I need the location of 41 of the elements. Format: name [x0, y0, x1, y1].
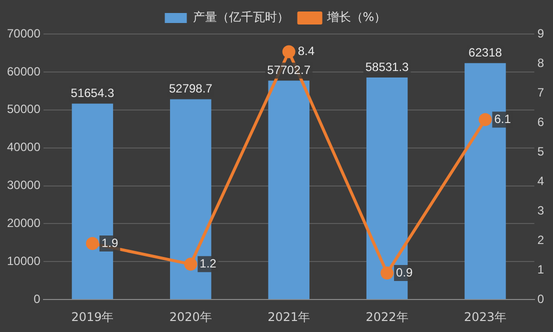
x-tick-label: 2023年 — [464, 310, 507, 324]
y2-tick-label: 8 — [537, 56, 544, 70]
point — [380, 266, 394, 280]
y2-tick-label: 9 — [537, 26, 544, 40]
x-tick-label: 2021年 — [268, 310, 310, 324]
x-tick-label: 2022年 — [366, 310, 408, 324]
legend-label: 增长（%） — [326, 10, 386, 24]
data-label: 8.4 — [298, 44, 315, 58]
data-label: 1.9 — [101, 236, 118, 250]
data-label: 62318 — [468, 45, 502, 60]
point — [86, 237, 99, 250]
y2-tick-label: 6 — [537, 114, 544, 129]
bar — [268, 80, 310, 300]
y2-tick-label: 2 — [537, 232, 544, 247]
y-tick-label: 50000 — [6, 102, 41, 116]
x-tick-label: 2020年 — [169, 310, 212, 324]
data-label: 1.2 — [200, 256, 217, 270]
y-tick-label: 10000 — [6, 254, 41, 268]
data-label: 58531.3 — [365, 60, 410, 74]
point — [184, 258, 198, 271]
data-label: 0.9 — [396, 265, 414, 280]
x-tick-label: 2019年 — [71, 310, 114, 324]
y-tick-label: 0 — [34, 292, 41, 306]
legend-label: 产量（亿千瓦时） — [192, 10, 289, 24]
point — [282, 45, 296, 58]
y2-tick-label: 0 — [537, 292, 544, 306]
data-label: 6.1 — [494, 112, 512, 126]
data-label: 52798.7 — [168, 82, 213, 96]
data-label: 51654.3 — [70, 86, 114, 100]
y2-tick-label: 1 — [537, 262, 544, 276]
y-tick-label: 40000 — [6, 140, 41, 154]
y2-tick-label: 5 — [537, 144, 544, 158]
y2-tick-label: 4 — [537, 174, 544, 188]
y-tick-label: 20000 — [6, 216, 41, 230]
y2-tick-label: 3 — [537, 203, 544, 218]
y-tick-label: 70000 — [6, 26, 41, 40]
point — [478, 113, 492, 126]
y-tick-label: 60000 — [6, 64, 41, 78]
y2-tick-label: 7 — [537, 85, 544, 100]
data-label: 57702.7 — [267, 62, 311, 77]
y-tick-label: 30000 — [6, 178, 41, 192]
